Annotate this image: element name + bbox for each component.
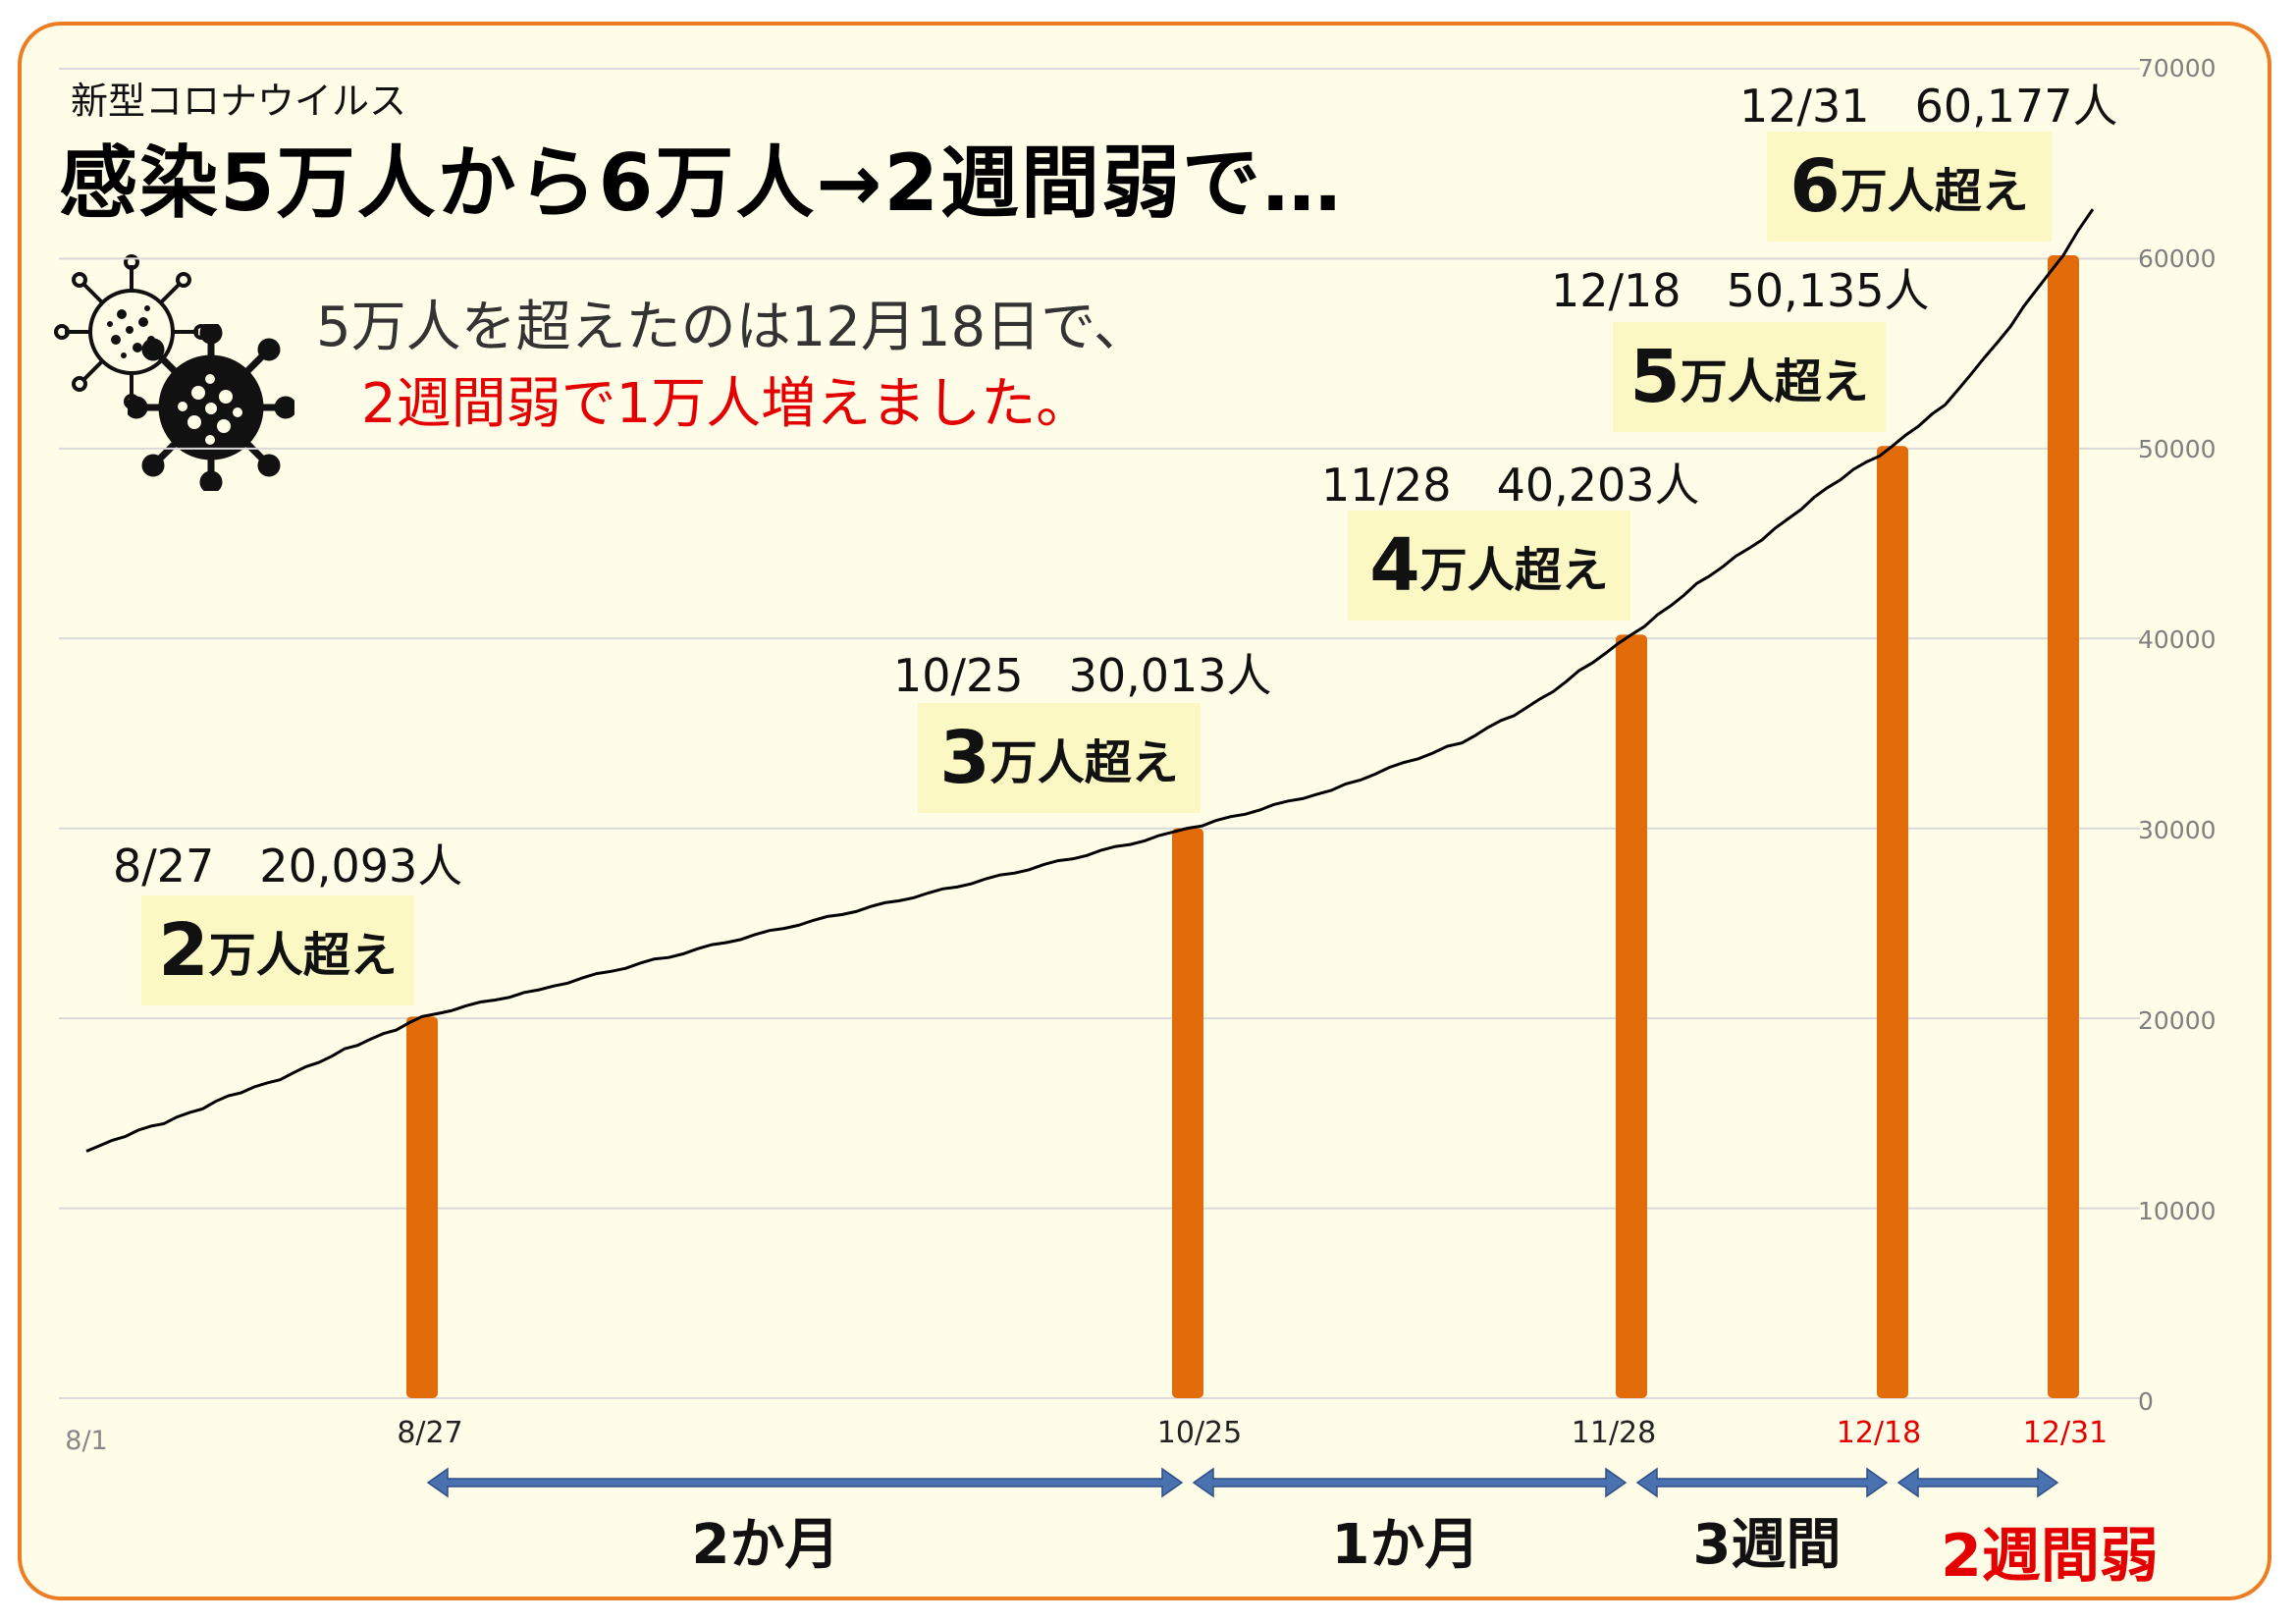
milestone-number: 5 <box>1629 335 1681 419</box>
milestone-suffix: 万人超え <box>989 735 1179 790</box>
y-tick-10000: 10000 <box>2138 1197 2216 1225</box>
milestone-number: 4 <box>1369 523 1420 608</box>
chart-title: 感染5万人から6万人→2週間弱で… <box>59 137 1344 229</box>
span-label-highlight: 2週間弱 <box>1941 1522 2159 1591</box>
y-tick-40000: 40000 <box>2138 625 2216 654</box>
note-line-2: 2週間弱で1万人増えました。 <box>361 372 1092 436</box>
milestone-badge: 5 万人超え <box>1613 322 1886 432</box>
virus-solid-icon <box>128 324 294 491</box>
milestone-value: 12/18 50,135人 <box>1551 264 1930 317</box>
x-tick-label: 12/31 <box>2022 1416 2109 1450</box>
y-tick-30000: 30000 <box>2138 816 2216 844</box>
milestone-number: 3 <box>939 716 990 800</box>
y-tick-70000: 70000 <box>2138 54 2216 82</box>
bar-12-31 <box>2048 255 2079 1398</box>
milestone-suffix: 万人超え <box>1419 543 1609 598</box>
note-line-1: 5万人を超えたのは12月18日で、 <box>316 296 1148 359</box>
x-tick-label: 11/28 <box>1571 1416 1657 1450</box>
milestone-value: 8/27 20,093人 <box>113 839 463 893</box>
y-tick-50000: 50000 <box>2138 435 2216 463</box>
x-tick-label: 10/25 <box>1156 1416 1243 1450</box>
y-tick-60000: 60000 <box>2138 244 2216 273</box>
span-label: 3週間 <box>1692 1513 1842 1577</box>
milestone-suffix: 万人超え <box>1680 354 1869 409</box>
span-arrow-1 <box>426 1467 1184 1498</box>
milestone-value: 10/25 30,013人 <box>893 649 1272 702</box>
cumulative-line <box>85 208 2095 1153</box>
span-arrow-3 <box>1635 1467 1889 1498</box>
span-label: 2か月 <box>691 1513 840 1577</box>
milestone-value: 11/28 40,203人 <box>1321 459 1700 512</box>
y-tick-20000: 20000 <box>2138 1006 2216 1035</box>
bar-11-28 <box>1616 634 1647 1398</box>
milestone-number: 6 <box>1789 144 1841 229</box>
x-tick-label: 8/27 <box>397 1416 463 1450</box>
milestone-badge: 2 万人超え <box>141 895 414 1005</box>
virus-outline-icon <box>54 254 209 409</box>
x-tick-start: 8/1 <box>65 1426 108 1456</box>
milestone-number: 2 <box>158 908 209 993</box>
bar-8-27 <box>406 1016 438 1398</box>
bar-10-25 <box>1172 828 1203 1398</box>
milestone-suffix: 万人超え <box>208 928 398 983</box>
span-arrow-2 <box>1192 1467 1628 1498</box>
milestone-badge: 6 万人超え <box>1767 132 2052 242</box>
span-arrow-4 <box>1896 1467 2059 1498</box>
milestone-suffix: 万人超え <box>1840 164 2029 219</box>
bar-12-18 <box>1877 446 1908 1398</box>
span-label: 1か月 <box>1331 1513 1480 1577</box>
subtitle: 新型コロナウイルス <box>71 80 407 123</box>
milestone-value: 12/31 60,177人 <box>1739 80 2118 133</box>
milestone-badge: 3 万人超え <box>918 703 1201 813</box>
y-tick-0: 0 <box>2138 1387 2154 1416</box>
milestone-badge: 4 万人超え <box>1348 511 1630 621</box>
x-tick-label: 12/18 <box>1836 1416 1922 1450</box>
